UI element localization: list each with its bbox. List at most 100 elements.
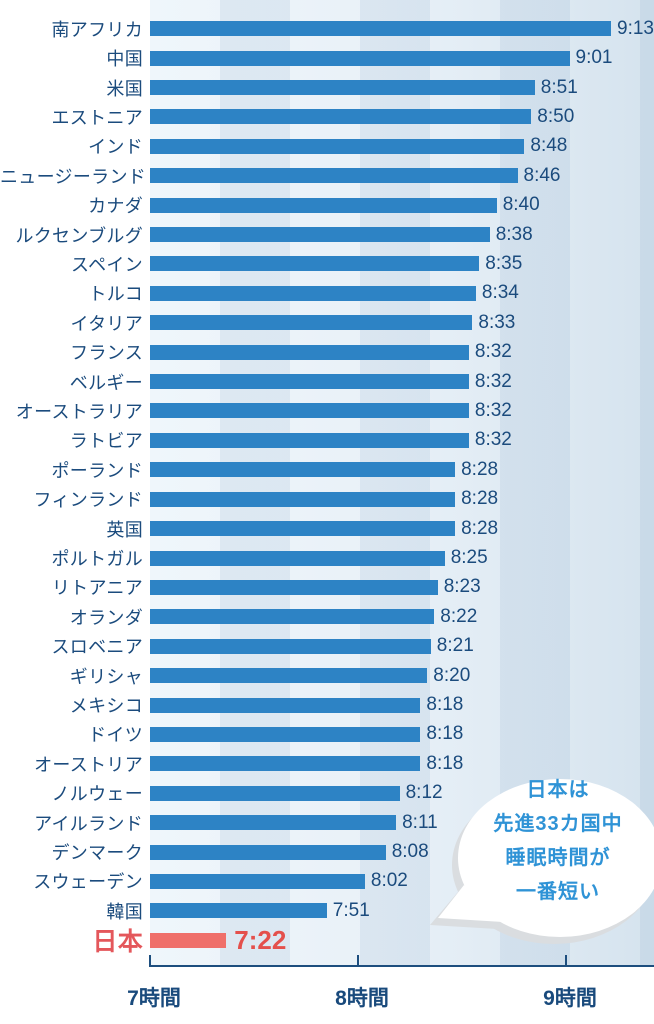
- speech-bubble: [430, 779, 654, 944]
- value-label: 8:28: [461, 488, 499, 510]
- value-label: 8:21: [436, 635, 474, 657]
- country-label: ベルギー: [69, 372, 143, 393]
- country-label: デンマーク: [51, 843, 143, 864]
- x-axis-tick: [149, 955, 151, 967]
- value-label: 8:34: [481, 282, 519, 304]
- country-label: フランス: [70, 343, 143, 364]
- country-label: カナダ: [88, 196, 143, 217]
- country-label: 米国: [106, 78, 143, 99]
- bar-rows: 南アフリカ 9:13 中国 9:01 米国 8:51 エストニア 8:50 インド 8:48 ニュー…: [0, 14, 654, 957]
- sleep-bar: [150, 609, 435, 625]
- speech-bubble-text: 日本は 先進33カ国中 睡眠時間が 一番短い: [452, 773, 654, 909]
- country-label: ルクセンブルグ: [15, 225, 143, 246]
- bubble-line: 睡眠時間が: [505, 847, 611, 869]
- sleep-bar: [150, 756, 421, 772]
- sleep-bar: [150, 168, 518, 184]
- value-label: 8:22: [440, 605, 478, 627]
- value-label: 7:22: [234, 924, 287, 955]
- value-label: 8:40: [502, 194, 540, 216]
- value-label: 8:20: [433, 664, 471, 686]
- value-label: 8:18: [426, 752, 464, 774]
- sleep-bar: [150, 668, 428, 684]
- value-label: 8:32: [474, 341, 512, 363]
- value-label: 8:11: [402, 811, 438, 833]
- bar-row: ラトビア 8:32: [0, 426, 654, 455]
- sleep-bar: [150, 550, 445, 566]
- bar-row: メキシコ 8:18: [0, 690, 654, 719]
- value-label: 8:18: [426, 723, 464, 745]
- sleep-bar: [150, 462, 456, 478]
- sleep-bar: [150, 521, 456, 537]
- sleep-bar: [150, 50, 570, 66]
- sleep-bar: [150, 197, 497, 213]
- country-label: エストニア: [51, 107, 143, 128]
- bar-row: デンマーク 8:08: [0, 837, 654, 866]
- country-label: スウェーデン: [33, 872, 143, 893]
- bar-row: インド 8:48: [0, 132, 654, 161]
- sleep-bar: [150, 227, 490, 243]
- country-label: 日本: [92, 928, 143, 957]
- sleep-bar: [150, 491, 456, 507]
- country-label: インド: [88, 137, 143, 158]
- country-label: メキシコ: [69, 696, 143, 717]
- value-label: 8:28: [461, 458, 499, 480]
- bubble-line: 先進33カ国中: [493, 813, 623, 835]
- bar-row: アイルランド 8:11: [0, 808, 654, 837]
- value-label: 8:32: [474, 370, 512, 392]
- value-label: 7:51: [332, 899, 370, 921]
- sleep-bar: [150, 785, 400, 801]
- sleep-bar: [150, 815, 397, 831]
- value-label: 8:18: [426, 694, 464, 716]
- bar-row: 南アフリカ 9:13: [0, 14, 654, 43]
- sleep-bar: [150, 109, 532, 125]
- value-label: 8:46: [523, 164, 561, 186]
- sleep-bar: [150, 873, 365, 889]
- value-label: 8:23: [443, 576, 481, 598]
- bar-row: ニュージーランド 8:46: [0, 161, 654, 190]
- value-label: 8:38: [495, 223, 533, 245]
- sleep-bar: [150, 344, 469, 360]
- bar-row: スウェーデン 8:02: [0, 867, 654, 896]
- country-label: スロベニア: [51, 637, 143, 658]
- country-label: 南アフリカ: [51, 19, 143, 40]
- country-label: リトアニア: [51, 578, 143, 599]
- sleep-bar: [150, 903, 327, 919]
- x-axis-line: [150, 965, 654, 967]
- x-axis-tick: [565, 955, 567, 967]
- sleep-bar: [150, 844, 386, 860]
- bar-row: 中国 9:01: [0, 43, 654, 72]
- bar-row: オランダ 8:22: [0, 602, 654, 631]
- sleep-bar: [150, 403, 469, 419]
- sleep-bar: [150, 374, 469, 390]
- value-label: 8:35: [485, 252, 523, 274]
- sleep-bar: [150, 697, 421, 713]
- sleep-bar: [150, 256, 480, 272]
- country-label: ニュージーランド: [0, 166, 147, 187]
- bubble-line: 一番短い: [516, 881, 600, 903]
- sleep-bar: [150, 138, 525, 154]
- sleep-bar: [150, 285, 476, 301]
- bar-row: フィンランド 8:28: [0, 485, 654, 514]
- country-label: オーストラリア: [15, 401, 143, 422]
- value-label: 8:32: [474, 429, 512, 451]
- country-label: 韓国: [106, 901, 143, 922]
- bar-row: イタリア 8:33: [0, 308, 654, 337]
- bar-row: ベルギー 8:32: [0, 367, 654, 396]
- value-label: 8:48: [530, 135, 568, 157]
- bar-row: 米国 8:51: [0, 73, 654, 102]
- sleep-bar: [150, 432, 469, 448]
- country-label: ポーランド: [51, 460, 143, 481]
- bar-row: ポルトガル 8:25: [0, 543, 654, 572]
- country-label: ギリシャ: [69, 666, 143, 687]
- bar-row: フランス 8:32: [0, 337, 654, 366]
- value-label: 8:33: [478, 311, 516, 333]
- value-label: 8:32: [474, 399, 512, 421]
- country-label: アイルランド: [34, 813, 143, 834]
- bar-row: リトアニア 8:23: [0, 573, 654, 602]
- country-label: トルコ: [88, 284, 143, 305]
- country-label: オーストリア: [34, 754, 143, 775]
- sleep-bar: [150, 579, 438, 595]
- sleep-bar: [150, 638, 431, 654]
- country-label: ラトビア: [69, 431, 143, 452]
- sleep-bar: [150, 315, 473, 331]
